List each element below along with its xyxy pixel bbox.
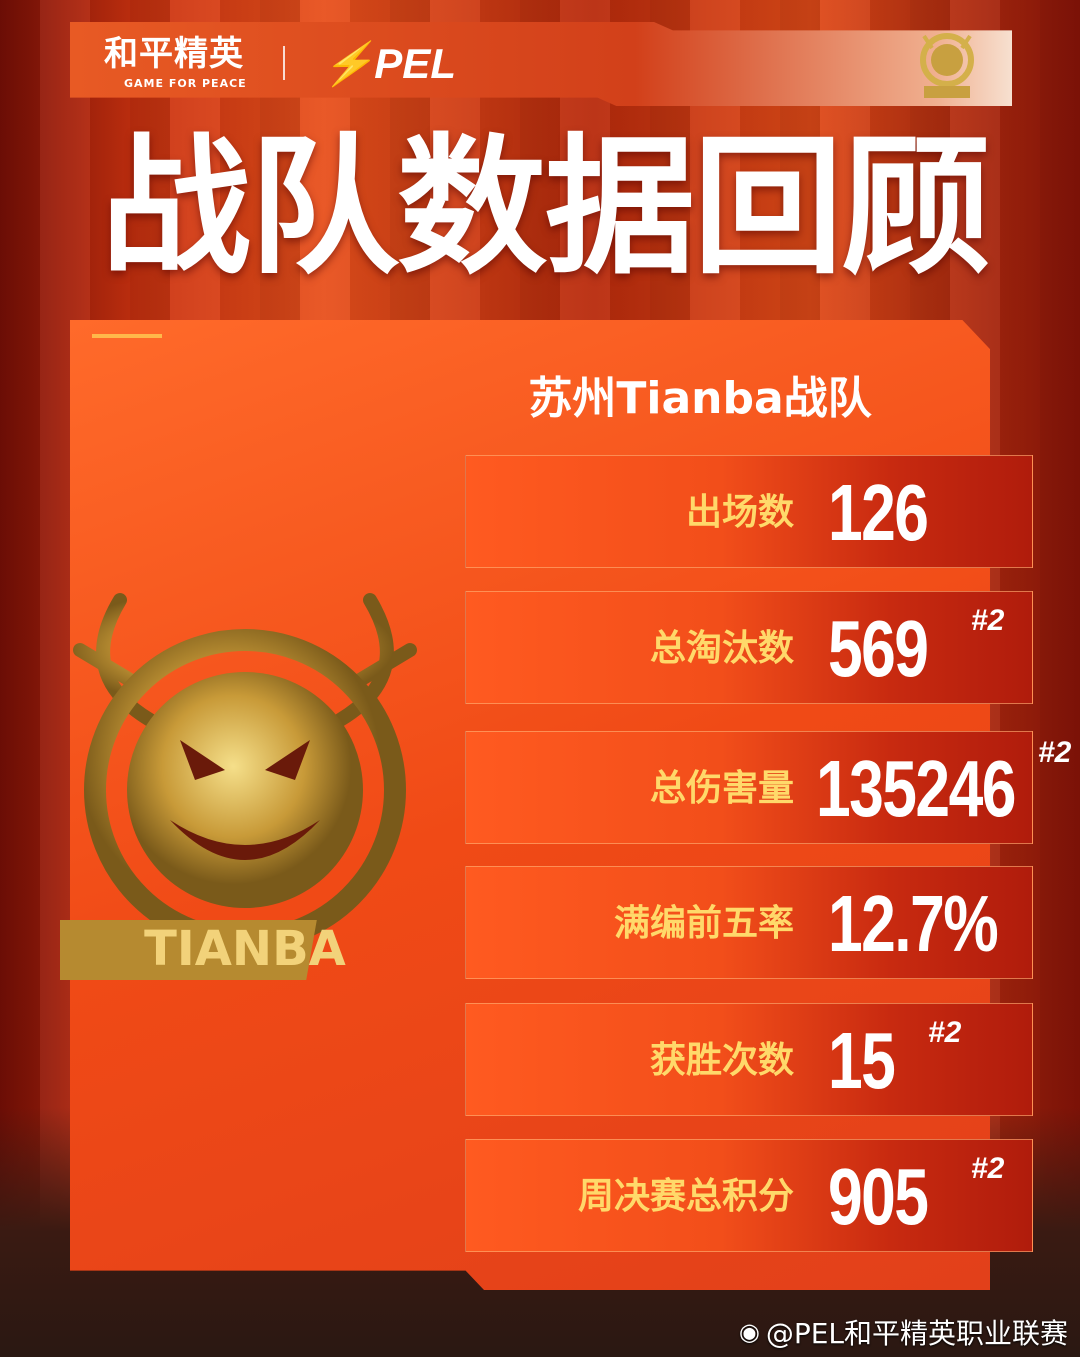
decor-line <box>92 334 162 338</box>
team-name: 苏州Tianba战队 <box>528 373 872 424</box>
stat-value: 905 <box>828 1152 929 1241</box>
stat-row-appearances: 出场数 126 <box>465 455 1033 568</box>
stat-value: 569 <box>828 604 929 693</box>
stat-label: 总伤害量 <box>649 768 794 809</box>
stat-label: 出场数 <box>685 492 794 533</box>
pel-logo-text: PEL <box>374 40 456 87</box>
weibo-icon: ◉ <box>738 1318 760 1346</box>
stat-rank: #2 <box>971 604 1005 637</box>
team-badge-icon <box>920 33 974 98</box>
stat-value: 12.7% <box>828 879 999 968</box>
stat-label: 满编前五率 <box>613 903 794 944</box>
emblem-text: TIANBA <box>144 921 346 977</box>
stat-value: 126 <box>828 468 929 557</box>
stat-row-wins: 获胜次数 15 #2 <box>465 1003 1033 1116</box>
game-logo-subtitle: GAME FOR PEACE <box>124 77 247 90</box>
stat-label: 获胜次数 <box>649 1040 794 1081</box>
stat-rank: #2 <box>928 1016 962 1049</box>
stat-rank: #2 <box>971 1152 1005 1185</box>
stat-row-damage: 总伤害量 135246 #2 <box>465 731 1071 844</box>
game-logo: 和平精英 <box>104 34 244 74</box>
pel-logo: ⚡PEL <box>322 40 456 87</box>
stat-value: 15 <box>828 1016 896 1105</box>
page-title: 战队数据回顾 <box>100 121 991 295</box>
stat-label: 周决赛总积分 <box>577 1176 794 1217</box>
team-emblem: TIANBA <box>60 593 417 980</box>
stat-rank: #2 <box>1038 736 1072 769</box>
stat-value: 135246 <box>816 744 1016 833</box>
watermark-text: @PEL和平精英职业联赛 <box>765 1317 1068 1350</box>
stat-label: 总淘汰数 <box>649 628 794 669</box>
stat-row-weekly-points: 周决赛总积分 905 #2 <box>465 1139 1033 1252</box>
header-banner <box>70 22 1012 106</box>
stat-row-top5-rate: 满编前五率 12.7% <box>465 866 1033 979</box>
header-divider <box>283 46 285 80</box>
watermark: ◉ @PEL和平精英职业联赛 <box>739 1312 1068 1352</box>
stat-row-eliminations: 总淘汰数 569 #2 <box>465 591 1033 704</box>
